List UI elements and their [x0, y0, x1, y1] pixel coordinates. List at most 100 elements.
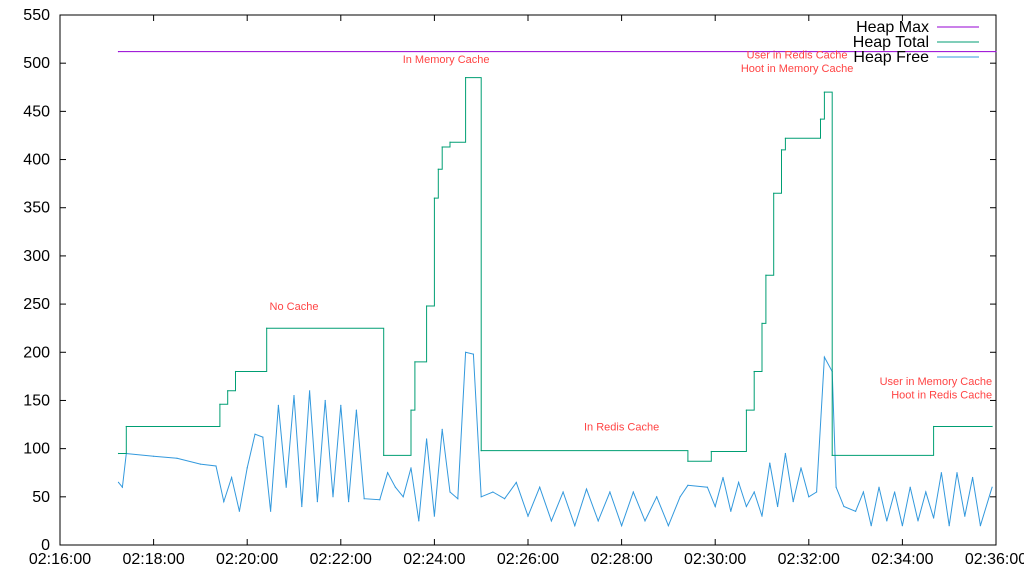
data-point-heap-free	[901, 525, 904, 527]
data-point-heap-free	[687, 484, 689, 486]
y-axis: 0 50 100 150 200 250 300 350 400 450 500 550	[23, 7, 996, 554]
data-point-heap-free	[504, 498, 506, 500]
data-point-heap-free	[472, 353, 474, 355]
data-point-heap-free	[835, 486, 837, 488]
data-point-heap-total	[266, 327, 268, 329]
x-axis: 02:16:00 02:18:00 02:20:00 02:22:00 02:24:00…	[29, 15, 1024, 568]
data-point-heap-free	[449, 491, 451, 493]
series-line-heap-free	[118, 351, 993, 528]
y-tick-label: 200	[23, 344, 50, 361]
data-point-heap-free	[878, 486, 880, 488]
data-point-heap-total	[745, 409, 748, 411]
y-tick-label: 100	[23, 441, 50, 458]
y-tick-label: 50	[32, 489, 50, 506]
data-point-heap-free	[706, 486, 709, 488]
annotation-label: In Redis Cache	[584, 421, 659, 433]
x-tick-label: 02:24:00	[403, 551, 465, 568]
data-point-heap-free	[679, 496, 681, 498]
data-point-heap-free	[597, 520, 599, 522]
data-point-heap-free	[745, 505, 748, 508]
data-point-heap-total	[117, 452, 120, 455]
data-point-heap-total	[784, 137, 787, 139]
data-point-heap-free	[632, 491, 634, 493]
y-tick-label: 0	[41, 537, 50, 554]
data-point-heap-max	[117, 51, 120, 53]
data-point-heap-free	[254, 433, 256, 435]
data-point-heap-free	[909, 486, 911, 488]
annotation-label: No Cache	[270, 301, 319, 313]
data-point-heap-free	[215, 465, 217, 467]
data-point-heap-free	[387, 472, 389, 474]
data-point-heap-free	[539, 486, 541, 488]
y-tick-label: 300	[23, 248, 50, 265]
data-point-heap-free	[332, 496, 334, 498]
data-point-heap-total	[710, 450, 712, 453]
data-point-heap-free	[457, 498, 459, 500]
data-point-heap-total	[480, 450, 482, 452]
data-point-heap-total	[219, 403, 221, 405]
data-point-heap-total	[234, 370, 237, 373]
x-tick-label: 02:26:00	[497, 551, 559, 568]
y-tick-label: 250	[23, 296, 50, 313]
data-point-heap-total	[426, 305, 428, 307]
data-point-heap-max	[995, 51, 997, 53]
data-point-heap-free	[855, 510, 857, 512]
x-tick-label: 02:20:00	[216, 551, 278, 568]
x-tick-label: 02:16:00	[29, 551, 91, 568]
x-tick-label: 02:18:00	[122, 551, 184, 568]
data-point-heap-free	[316, 501, 318, 503]
y-tick-label: 500	[23, 55, 50, 72]
data-point-heap-free	[515, 481, 517, 483]
data-point-heap-total	[780, 149, 783, 151]
data-point-heap-free	[843, 505, 845, 508]
data-point-heap-free	[979, 525, 982, 527]
data-point-heap-free	[238, 510, 240, 512]
x-tick-label: 02:36:00	[965, 551, 1024, 568]
data-point-heap-total	[933, 425, 935, 428]
annotation-layer: No Cache In Memory Cache In Redis Cache Use…	[270, 49, 993, 433]
data-point-heap-free	[933, 517, 935, 519]
annotation-label: User in Memory Cache	[880, 376, 992, 388]
x-tick-label: 02:34:00	[871, 551, 933, 568]
data-point-heap-free	[301, 505, 303, 508]
data-point-heap-free	[862, 491, 865, 493]
data-point-heap-free	[348, 501, 350, 503]
annotation-label: Hoot in Redis Cache	[891, 390, 992, 402]
data-point-heap-free	[585, 488, 588, 490]
x-tick-label: 02:22:00	[310, 551, 372, 568]
data-point-heap-free	[121, 486, 123, 488]
series-line-heap-total	[118, 77, 993, 462]
data-point-heap-free	[117, 481, 120, 483]
data-point-heap-free	[270, 510, 272, 512]
data-point-heap-free	[894, 491, 896, 493]
data-point-heap-free	[808, 496, 810, 498]
data-point-heap-free	[777, 505, 779, 508]
data-point-heap-free	[792, 501, 794, 503]
x-tick-label: 02:28:00	[590, 551, 652, 568]
data-point-heap-free	[644, 520, 646, 522]
data-point-heap-free	[262, 436, 264, 438]
data-point-heap-free	[886, 520, 888, 522]
data-point-heap-free	[823, 356, 826, 358]
y-tick-label: 400	[23, 152, 50, 169]
annotation-label: Hoot in Memory Cache	[741, 63, 854, 75]
plot-border	[59, 14, 997, 546]
legend-label-heap-total: Heap Total	[853, 34, 929, 51]
data-point-heap-total	[414, 361, 416, 363]
data-point-heap-free	[784, 452, 787, 455]
data-point-heap-free	[246, 467, 248, 469]
data-point-heap-free	[363, 498, 365, 500]
data-point-heap-total	[765, 274, 767, 276]
data-point-heap-free	[800, 467, 802, 469]
data-point-heap-free	[925, 491, 927, 493]
annotation-label: User in Redis Cache	[747, 49, 848, 61]
x-tick-label: 02:30:00	[684, 551, 746, 568]
data-point-heap-total	[465, 77, 467, 79]
data-point-heap-total	[991, 425, 993, 428]
data-point-heap-free	[948, 525, 950, 527]
data-point-heap-free	[730, 510, 732, 512]
data-point-heap-total	[773, 192, 775, 194]
y-tick-label: 550	[23, 7, 50, 24]
